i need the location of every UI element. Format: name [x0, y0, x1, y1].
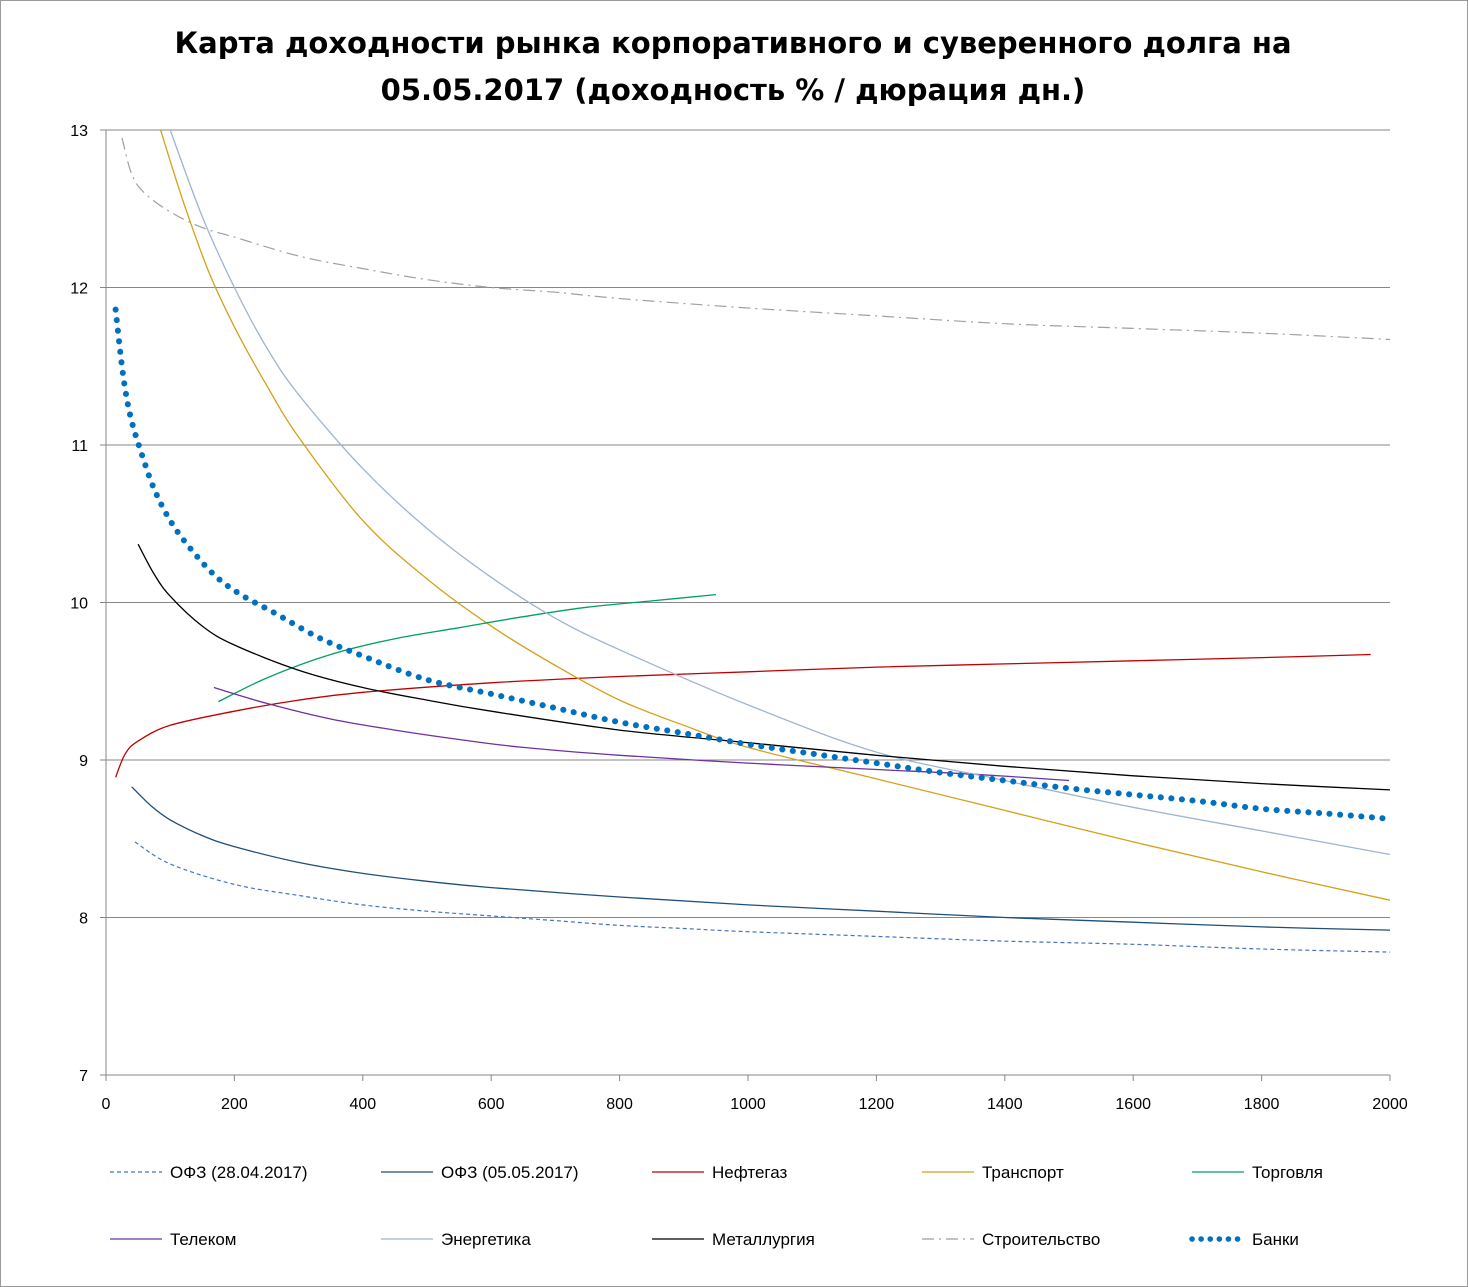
series-line-7 — [169, 130, 1390, 856]
series-line-2 — [131, 786, 1390, 931]
gridlines — [106, 129, 1390, 918]
y-tick-label: 7 — [79, 1068, 88, 1085]
legend-label: ОФЗ (05.05.2017) — [441, 1163, 579, 1182]
legend: ОФЗ (28.04.2017) ОФЗ (05.05.2017) Нефтегаз… — [110, 1163, 1323, 1249]
x-tick-label: 1600 — [1115, 1096, 1151, 1113]
series-line-3 — [114, 653, 1371, 778]
legend-label: Телеком — [170, 1230, 236, 1249]
series-line-10 — [112, 306, 1387, 822]
series-line-1 — [134, 841, 1390, 953]
x-tick-label: 600 — [478, 1096, 505, 1113]
legend-label: Энергетика — [441, 1230, 531, 1249]
x-tick-label: 1000 — [730, 1096, 766, 1113]
legend-label: Банки — [1252, 1230, 1299, 1249]
legend-label: Транспорт — [982, 1163, 1064, 1182]
y-tick-label: 12 — [70, 281, 88, 298]
x-tick-label: 0 — [102, 1096, 111, 1113]
y-tick-label: 9 — [79, 753, 88, 770]
x-tick-label: 200 — [221, 1096, 248, 1113]
x-tick-label: 1200 — [859, 1096, 895, 1113]
legend-label: Нефтегаз — [712, 1163, 787, 1182]
legend-label: Торговля — [1252, 1163, 1323, 1182]
x-tick-label: 2000 — [1372, 1096, 1408, 1113]
y-tick-label: 8 — [79, 911, 88, 928]
axes — [100, 129, 1391, 1081]
y-tick-label: 10 — [70, 596, 88, 613]
series-line-9 — [121, 137, 1390, 341]
series-line-4 — [159, 130, 1390, 901]
x-tick-label: 1400 — [987, 1096, 1023, 1113]
chart-title-line-2: 05.05.2017 (доходность % / дюрация дн.) — [380, 73, 1086, 107]
y-tick-label: 13 — [70, 123, 88, 140]
x-tick-label: 1800 — [1244, 1096, 1280, 1113]
x-tick-label: 800 — [606, 1096, 633, 1113]
chart-title: Карта доходности рынка корпоративного и … — [0, 20, 1466, 114]
series-line-5 — [218, 593, 716, 703]
series-line-8 — [137, 543, 1390, 791]
y-tick-label: 11 — [71, 438, 88, 455]
chart-title-line-1: Карта доходности рынка корпоративного и … — [174, 26, 1292, 60]
x-tick-label: 400 — [349, 1096, 376, 1113]
legend-label: ОФЗ (28.04.2017) — [170, 1163, 308, 1182]
legend-label: Строительство — [982, 1230, 1100, 1249]
series-line-6 — [213, 686, 1070, 782]
series-lines — [112, 130, 1390, 953]
legend-label: Металлургия — [712, 1230, 815, 1249]
tick-labels: 7 8 9 10 11 12 13 0 200 400 600 800 1000 1200 1400 1600… — [70, 123, 1408, 1113]
